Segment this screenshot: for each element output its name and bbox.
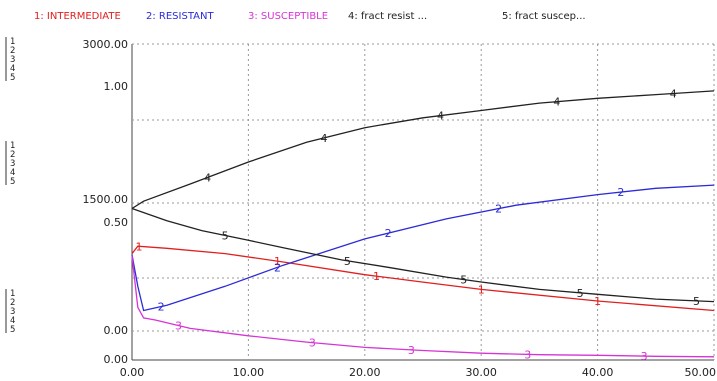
x-tick-label-5: 50.00 [685, 366, 717, 379]
series-lines [131, 90, 715, 358]
series-line-3 [131, 255, 715, 358]
series-line-5 [131, 207, 715, 303]
series-marker-2-3: 2 [495, 203, 502, 216]
series-marker-4-2: 4 [437, 110, 444, 123]
y-tick-fraction-2: 0.00 [104, 324, 129, 337]
series-line-4 [131, 90, 715, 210]
series-marker-4-3: 4 [553, 96, 560, 109]
series-marker-4-4: 4 [670, 87, 677, 100]
series-marker-2-2: 2 [385, 227, 392, 240]
series-marker-3-0: 3 [175, 320, 182, 333]
x-tick-label-3: 30.00 [465, 366, 497, 379]
y-tick-population-0: 3000.00 [83, 38, 129, 51]
x-tick-label-2: 20.00 [349, 366, 381, 379]
series-line-1 [131, 245, 715, 312]
series-marker-1-0: 1 [135, 240, 142, 253]
axis-key-2-3: 3 [10, 159, 15, 169]
axis-key-1-4: 4 [10, 64, 15, 74]
y-tick-population-1: 1500.00 [83, 193, 129, 206]
legend-item-3: 3: SUSCEPTIBLE [248, 11, 328, 22]
series-marker-5-1: 5 [344, 255, 351, 268]
series-marker-5-4: 5 [693, 295, 700, 308]
axis-key-3-5: 5 [10, 325, 15, 335]
series-marker-3-4: 3 [641, 350, 648, 363]
tick-labels: 0.00 10.00 20.00 30.00 40.00 50.003000.001.00… [83, 38, 717, 379]
series-marker-3-2: 3 [408, 344, 415, 357]
axis-key-1-5: 5 [10, 73, 15, 83]
series-marker-2-4: 2 [617, 186, 624, 199]
series-marker-3-1: 3 [309, 337, 316, 350]
axis-key-2-1: 1 [10, 141, 15, 151]
axis-key-2-4: 4 [10, 168, 15, 178]
gridlines [131, 43, 715, 361]
axis-key-1-3: 3 [10, 55, 15, 65]
legend-item-4: 4: fract resist ... [348, 11, 427, 22]
series-marker-2-1: 2 [274, 261, 281, 274]
series-marker-4-1: 4 [321, 132, 328, 145]
series-marker-5-0: 5 [222, 229, 229, 242]
legend-item-1: 1: INTERMEDIATE [34, 11, 121, 22]
legend: 1: INTERMEDIATE 2: RESISTANT 3: SUSCEPTIBL… [34, 11, 586, 22]
legend-item-5: 5: fract suscep... [502, 11, 586, 22]
series-line-2 [131, 184, 715, 312]
axis-key-1-2: 2 [10, 46, 15, 56]
series-marker-1-4: 1 [594, 295, 601, 308]
axis-key-3-4: 4 [10, 316, 15, 326]
x-tick-label-4: 40.00 [582, 366, 614, 379]
series-marker-3-3: 3 [524, 348, 531, 361]
series-marker-5-3: 5 [577, 287, 584, 300]
x-tick-label-1: 10.00 [233, 366, 265, 379]
axis-key-3-1: 1 [10, 289, 15, 299]
y-tick-fraction-1: 0.50 [104, 216, 129, 229]
y-tick-population-2: 0.00 [104, 353, 129, 366]
axis-key-2-5: 5 [10, 177, 15, 187]
x-tick-label-0: 0.00 [120, 366, 145, 379]
axis-key-3-2: 2 [10, 298, 15, 308]
legend-item-2: 2: RESISTANT [146, 11, 214, 22]
series-marker-1-1: 1 [274, 255, 281, 268]
series-marker-4-0: 4 [204, 171, 211, 184]
axis-key-3-3: 3 [10, 307, 15, 317]
series-marker-5-2: 5 [460, 274, 467, 287]
axis-key-1-1: 1 [10, 37, 15, 47]
series-marker-1-3: 1 [478, 283, 485, 296]
series-marker-1-2: 1 [373, 270, 380, 283]
axis-key-2-2: 2 [10, 150, 15, 160]
series-marker-2-0: 2 [158, 301, 165, 314]
y-tick-fraction-0: 1.00 [104, 80, 129, 93]
